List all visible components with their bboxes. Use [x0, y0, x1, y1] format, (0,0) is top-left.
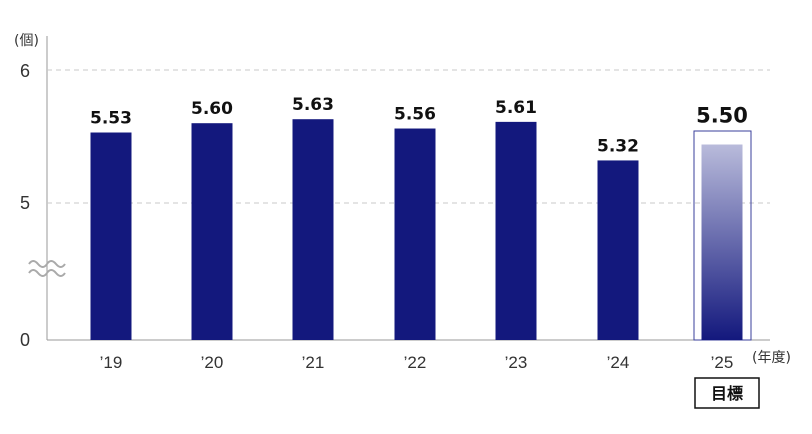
data-label: 5.56	[394, 105, 436, 125]
y-tick-label-0: 0	[20, 330, 30, 350]
data-label: 5.32	[597, 136, 639, 156]
category-label: ’22	[404, 353, 427, 372]
bar-target	[701, 144, 743, 340]
target-badge-label: 目標	[711, 384, 743, 403]
category-label: ’20	[201, 353, 224, 372]
y-tick-label-6: 6	[20, 61, 30, 81]
category-label: ’24	[607, 353, 630, 372]
bar	[394, 128, 436, 340]
bar	[292, 119, 334, 341]
data-label: 5.61	[495, 98, 537, 118]
bar	[597, 160, 639, 340]
category-label: ’23	[505, 353, 528, 372]
data-label: 5.63	[292, 95, 334, 115]
bar	[90, 132, 132, 340]
y-axis-unit-label: (個)	[14, 33, 39, 49]
y-tick-label-5: 5	[20, 193, 30, 213]
data-labels-group: 5.53 5.60 5.63 5.56 5.61 5.32 5.50	[90, 95, 748, 156]
category-label: ’19	[100, 353, 123, 372]
x-axis-unit-label: (年度)	[752, 350, 791, 366]
target-badge	[694, 377, 760, 409]
bar	[495, 121, 537, 341]
data-label: 5.60	[191, 99, 233, 119]
category-labels-group: ’19 ’20 ’21 ’22 ’23 ’24 ’25	[100, 353, 734, 372]
data-label: 5.53	[90, 109, 132, 129]
bars-group	[90, 119, 743, 341]
category-label: ’21	[302, 353, 325, 372]
data-label-target: 5.50	[696, 104, 748, 128]
category-label: ’25	[711, 353, 734, 372]
bar	[191, 123, 233, 340]
axis-break-icon	[28, 260, 66, 277]
